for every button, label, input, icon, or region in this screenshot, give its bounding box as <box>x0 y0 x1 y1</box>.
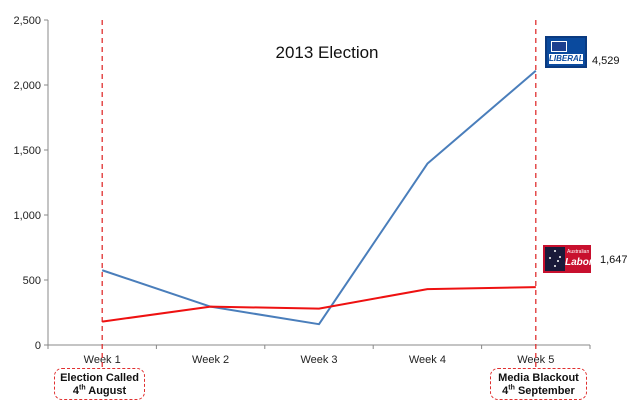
labor-end-value: 1,647 <box>600 254 628 266</box>
media-blackout-callout: Media Blackout 4th September <box>490 368 587 400</box>
callout-line-2: 4th August <box>72 384 127 397</box>
series-lines <box>101 69 537 326</box>
axes: 0 500 1,000 1,500 2,000 2,500 Week 1 Week 2 Week… <box>13 15 591 366</box>
series-line <box>102 286 536 323</box>
y-tick-label: 1,000 <box>13 210 41 222</box>
liberal-end-value: 4,529 <box>592 55 620 67</box>
x-tick-label: Week 3 <box>300 354 337 366</box>
liberal-logo-text: LIBERAL <box>549 54 584 64</box>
x-tick-label: Week 2 <box>192 354 229 366</box>
callout-line-1: Media Blackout <box>498 372 579 384</box>
x-tick-label: Week 5 <box>517 354 554 366</box>
y-tick-label: 1,500 <box>13 145 41 157</box>
labor-logo-small-text: Australian <box>567 249 590 255</box>
chart-title: 2013 Election <box>275 43 378 62</box>
y-tick-label: 2,500 <box>13 15 41 27</box>
y-tick-label: 2,000 <box>13 80 41 92</box>
liberal-logo: LIBERAL <box>545 36 587 68</box>
labor-logo: Australian Labor <box>543 245 593 273</box>
event-markers <box>101 20 537 367</box>
callout-line-2: 4th September <box>502 384 575 397</box>
callout-line-1: Election Called <box>60 372 139 384</box>
series-line <box>101 69 537 326</box>
australian-flag-icon <box>551 41 567 52</box>
y-tick-label: 0 <box>35 340 41 352</box>
labor-logo-text: Labor <box>565 257 593 268</box>
x-tick-label: Week 4 <box>409 354 446 366</box>
y-tick-label: 500 <box>23 275 41 287</box>
x-tick-label: Week 1 <box>84 354 121 366</box>
election-called-callout: Election Called 4th August <box>54 368 145 400</box>
southern-cross-icon <box>545 247 565 271</box>
